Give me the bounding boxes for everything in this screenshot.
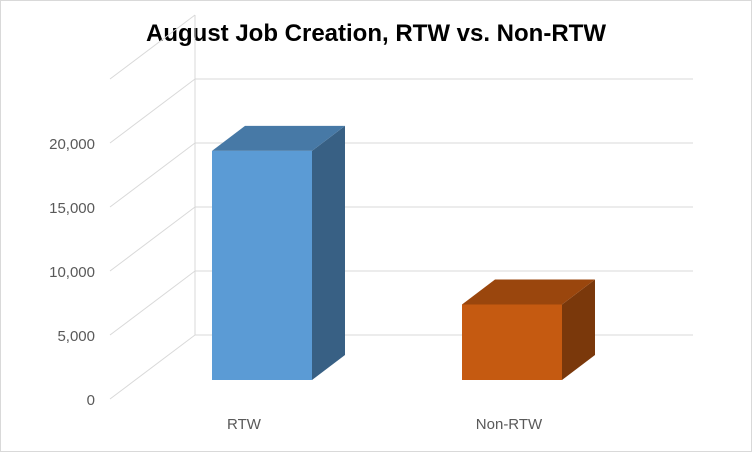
bar-top-face [462,279,595,305]
x-category-label: RTW [227,416,262,433]
chart-title: August Job Creation, RTW vs. Non-RTW [146,20,606,47]
bar-non-rtw [462,279,595,380]
gridlines [109,14,693,400]
y-tick-label: 15,000 [49,200,95,217]
y-tick-label: 20,000 [49,136,95,153]
gridline-side [109,270,196,336]
x-category-label: Non-RTW [476,416,543,433]
y-axis-ticks: 0 5,000 10,000 15,000 20,000 [49,136,95,409]
bars [212,125,595,380]
y-tick-label: 0 [87,392,95,409]
x-axis-labels: RTW Non-RTW [227,416,543,433]
bar-front-face [462,304,562,380]
gridline-side [109,14,196,80]
bar-side-face [312,125,345,380]
bar-rtw [212,125,345,380]
y-tick-label: 5,000 [57,328,95,345]
gridline-side [109,78,196,144]
gridline-side [109,206,196,272]
bar-top-face [212,125,345,151]
bar-front-face [212,150,312,380]
y-tick-label: 10,000 [49,264,95,281]
gridline-side [109,334,196,400]
gridline-side [109,142,196,208]
bar-side-face [562,279,595,380]
